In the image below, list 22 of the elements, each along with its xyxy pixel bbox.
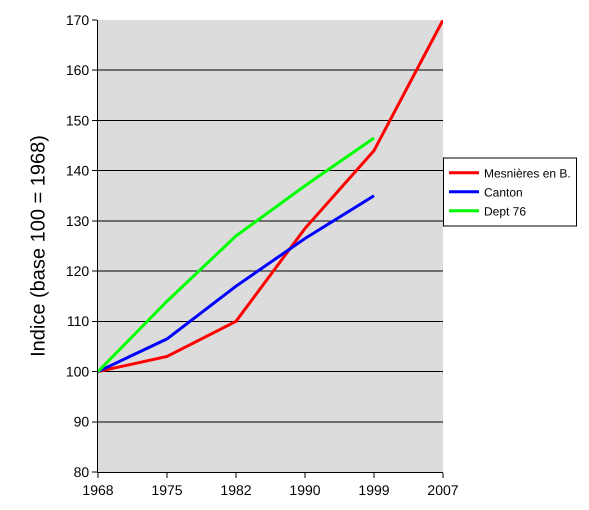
- x-tick-label: 2007: [427, 482, 459, 498]
- x-tick-label: 1982: [220, 482, 252, 498]
- line-series: [98, 194, 376, 374]
- x-tick-label: 1990: [289, 482, 321, 498]
- y-tick-label: 140: [66, 162, 90, 179]
- x-tick-label: 1999: [358, 482, 390, 498]
- legend-label: Mesnières en B.: [484, 166, 571, 180]
- y-tick-label: 80: [74, 464, 90, 480]
- legend-label: Dept 76: [484, 204, 526, 218]
- y-axis-title: Indice (base 100 = 1968): [27, 135, 50, 357]
- y-tick-label: 100: [66, 363, 90, 380]
- y-tick-label: 110: [66, 313, 90, 330]
- x-tick-label: 1968: [82, 482, 114, 498]
- y-tick-label: 90: [74, 414, 90, 430]
- y-tick-label: 150: [66, 112, 90, 128]
- line-series: [98, 136, 376, 374]
- x-tick-label: 1975: [151, 482, 183, 498]
- y-tick-label: 170: [66, 12, 90, 28]
- y-tick-label: 160: [66, 62, 90, 78]
- y-tick-label: 130: [66, 212, 90, 229]
- y-tick-label: 120: [66, 263, 90, 280]
- legend-label: Canton: [484, 185, 523, 200]
